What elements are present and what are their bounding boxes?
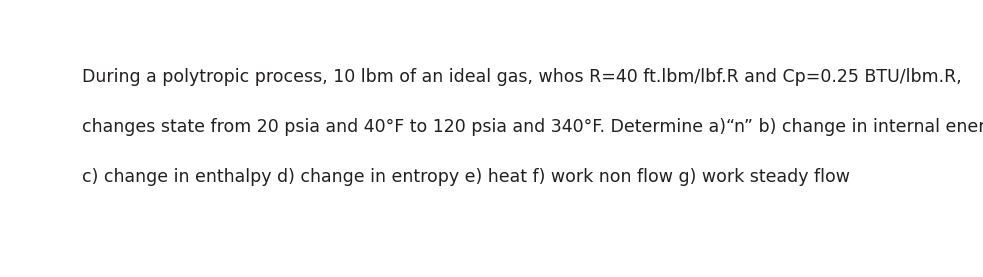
Text: changes state from 20 psia and 40°F to 120 psia and 340°F. Determine a)“n” b) ch: changes state from 20 psia and 40°F to 1… [82, 118, 983, 136]
Text: c) change in enthalpy d) change in entropy e) heat f) work non flow g) work stea: c) change in enthalpy d) change in entro… [82, 168, 849, 186]
Text: During a polytropic process, 10 lbm of an ideal gas, whos R=40 ft.lbm/lbf.R and : During a polytropic process, 10 lbm of a… [82, 68, 961, 86]
